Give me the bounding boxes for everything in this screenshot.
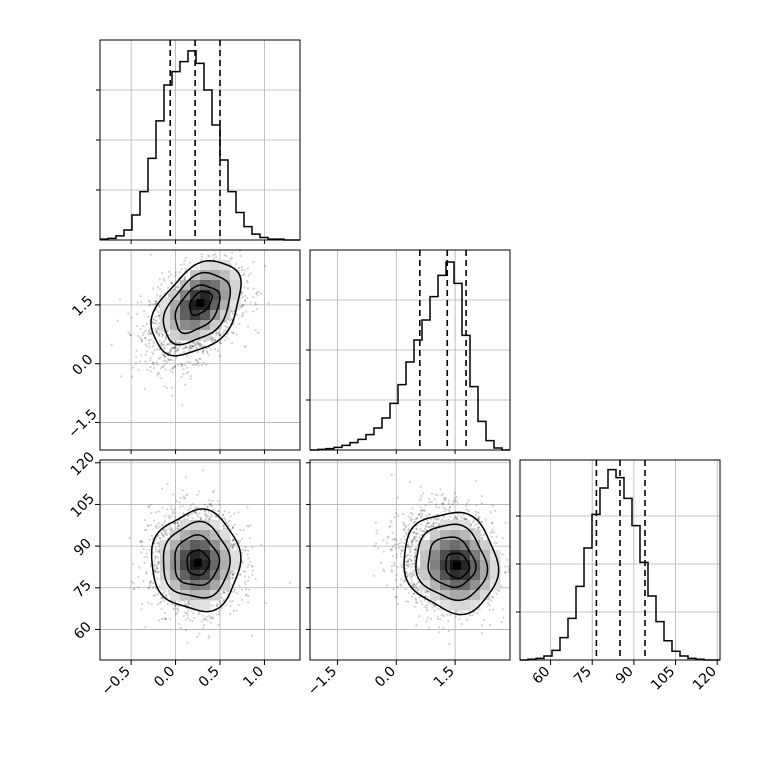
- y-tick-label: 0.0: [69, 352, 96, 379]
- contour-level-2: [174, 284, 221, 335]
- contour-level-2: [427, 536, 477, 589]
- histogram-step-1: [100, 50, 300, 241]
- density-panel-1: [99, 249, 301, 451]
- y-tick-label: 90: [71, 536, 95, 560]
- panel-frame: [309, 459, 511, 661]
- contour-level-3: [162, 271, 232, 346]
- x-tick-label: 0.0: [151, 664, 178, 691]
- y-tick-label: 60: [71, 619, 95, 643]
- density-panel-3: [309, 459, 511, 661]
- contour-level-1: [188, 290, 213, 317]
- contour-level-4: [150, 508, 242, 613]
- panel-frame: [99, 459, 301, 661]
- x-tick-label: −1.5: [305, 664, 340, 699]
- histogram-step-2: [310, 261, 510, 451]
- contour-level-1: [186, 549, 211, 576]
- x-tick-label: 0.5: [196, 664, 223, 691]
- x-tick-label: 1.0: [240, 664, 267, 691]
- x-tick-label: 60: [529, 664, 553, 688]
- histogram-panel-1: [96, 39, 301, 241]
- panel-frame: [99, 39, 301, 241]
- density-peak: [193, 558, 202, 567]
- y-tick-label: 75: [71, 577, 95, 601]
- contour-level-3: [162, 520, 231, 599]
- y-tick-label: −1.5: [65, 406, 100, 441]
- x-tick-label: 120: [690, 664, 720, 694]
- contour-level-4: [150, 259, 242, 357]
- histogram-panel-3: [516, 459, 721, 661]
- y-tick-label: 105: [68, 491, 98, 521]
- contour-level-3: [415, 523, 489, 602]
- x-tick-label: 105: [648, 664, 678, 694]
- panel-frame: [309, 249, 511, 451]
- contour-level-1: [445, 552, 471, 580]
- contour-level-4: [403, 511, 500, 616]
- histogram-panel-2: [306, 249, 511, 451]
- density-panel-2: [99, 459, 301, 661]
- density-peak: [453, 561, 462, 570]
- x-tick-label: 75: [571, 664, 595, 688]
- histogram-step-3: [520, 468, 720, 661]
- density-peak: [196, 298, 205, 307]
- y-tick-label: 120: [68, 449, 98, 479]
- x-tick-label: 0.0: [372, 664, 399, 691]
- x-tick-label: 1.5: [431, 664, 458, 691]
- contour-level-2: [174, 534, 221, 587]
- y-tick-label: 1.5: [69, 293, 96, 320]
- panel-frame: [99, 249, 301, 451]
- panel-frame: [519, 459, 721, 661]
- x-tick-label: −0.5: [99, 664, 134, 699]
- x-tick-label: 90: [613, 664, 637, 688]
